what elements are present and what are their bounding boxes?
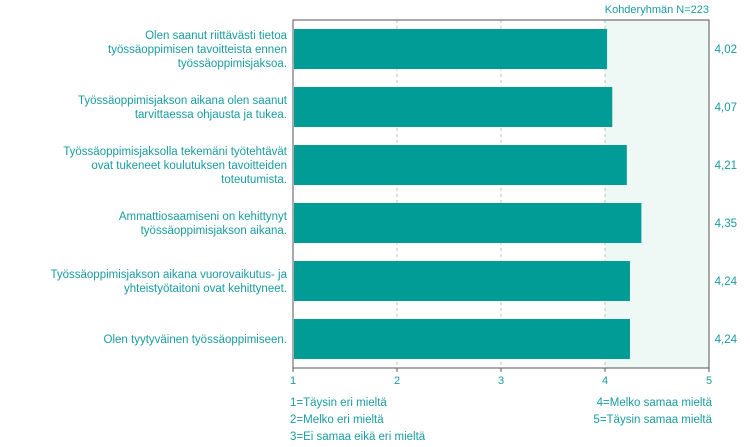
bar: [294, 87, 613, 127]
value-label: 4,24: [715, 276, 738, 288]
category-label-line: Olen tyytyväinen työssäoppimiseen.: [104, 334, 287, 346]
value-label: 4,07: [715, 102, 737, 114]
category-label-line: Työssäoppimisjakson aikana olen saanut: [78, 95, 288, 107]
category-label: Työssäoppimisjaksolla tekemäni työtehtäv…: [63, 146, 288, 186]
category-label-line: yhteistyötaitoni ovat kehittyneet.: [124, 283, 287, 295]
legend-item-1: 1=Täysin eri mieltä: [290, 397, 387, 409]
value-label: 4,21: [715, 160, 737, 172]
category-label-line: Työssäoppimisjaksolla tekemäni työtehtäv…: [63, 146, 288, 158]
sample-size-note: Kohderyhmän N=223: [605, 4, 709, 16]
category-label: Ammattiosaamiseni on kehittynyt työssäopp…: [119, 211, 288, 237]
category-label-line: ovat tukeneet koulutuksen tavoitteiden: [91, 160, 287, 172]
category-label-line: toteutumista.: [221, 174, 287, 186]
category-label-line: työssäoppimisen tavoitteista ennen: [108, 44, 287, 56]
x-tick-label: 1: [290, 375, 296, 387]
x-tick-label: 5: [706, 375, 712, 387]
value-label: 4,35: [715, 218, 737, 230]
category-label: Työssäoppimisjakson aikana vuorovaikutus…: [50, 269, 287, 295]
value-label: 4,24: [715, 334, 738, 346]
legend-item-4: 4=Melko samaa mieltä: [596, 397, 712, 409]
category-label-line: työssäoppimisjakson aikana.: [141, 225, 287, 237]
bar: [294, 319, 630, 359]
category-label-line: tarvittaessa ohjausta ja tukea.: [135, 109, 287, 121]
legend-item-2: 2=Melko eri mieltä: [290, 414, 384, 426]
category-label-line: Työssäoppimisjakson aikana vuorovaikutus…: [50, 269, 287, 281]
legend-item-5: 5=Täysin samaa mieltä: [593, 414, 712, 426]
bar: [294, 261, 630, 301]
category-label-line: Ammattiosaamiseni on kehittynyt: [119, 211, 288, 223]
x-tick-label: 4: [602, 375, 608, 387]
category-label-line: Olen saanut riittävästi tietoa: [145, 30, 288, 42]
x-tick-label: 3: [498, 375, 504, 387]
category-label-line: työssäoppimisjaksoa.: [178, 58, 287, 70]
legend-item-3: 3=Ei samaa eikä eri mieltä: [290, 431, 426, 443]
shaded-band: [605, 20, 709, 368]
bar: [294, 145, 627, 185]
category-label: Työssäoppimisjakson aikana olen saanut ta…: [78, 95, 288, 121]
category-label: Olen saanut riittävästi tietoa työssäoppi…: [108, 30, 288, 70]
value-label: 4,02: [715, 44, 737, 56]
category-label: Olen tyytyväinen työssäoppimiseen.: [104, 334, 287, 346]
bar: [294, 203, 642, 243]
x-tick-label: 2: [394, 375, 400, 387]
bar: [294, 29, 608, 69]
